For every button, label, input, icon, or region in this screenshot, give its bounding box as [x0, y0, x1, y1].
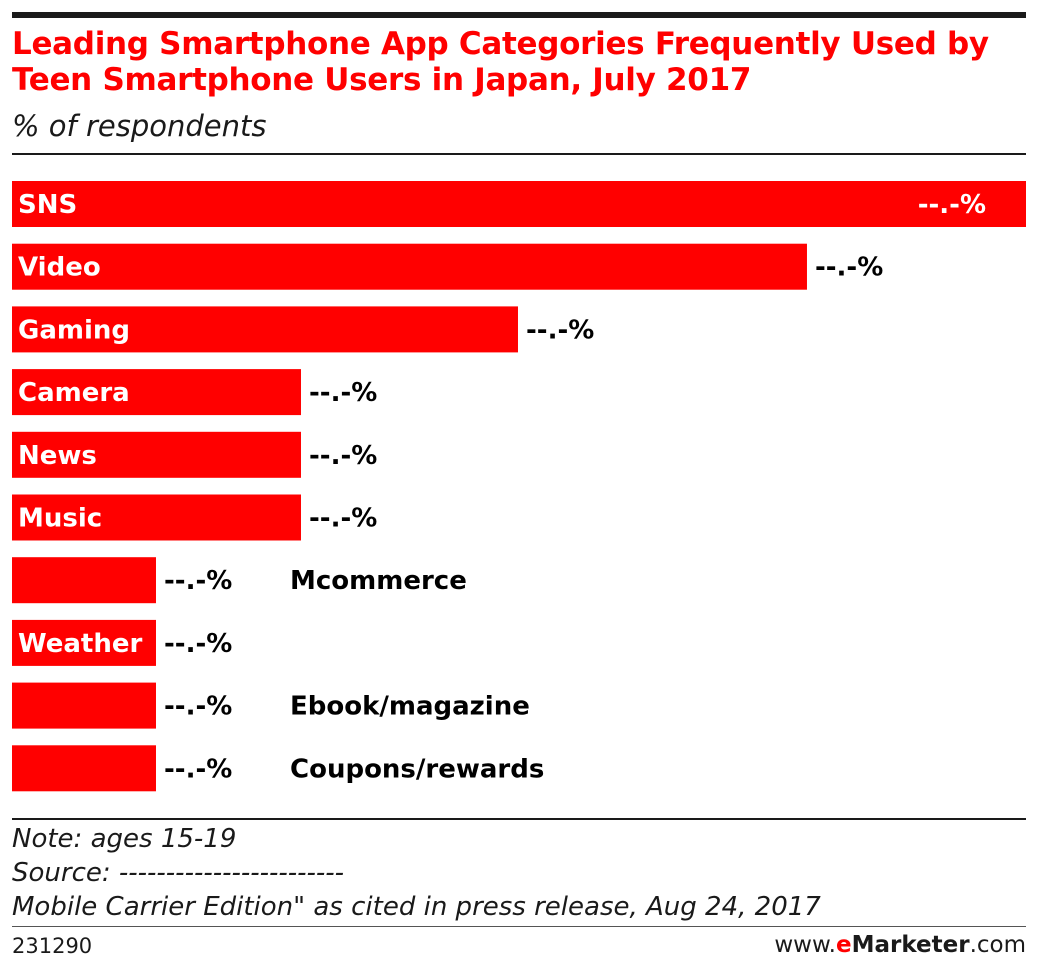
bar-coupons-rewards — [12, 745, 156, 792]
category-label-gaming: Gaming — [18, 315, 130, 345]
category-label-sns: SNS — [18, 190, 77, 220]
footer-notes: Note: ages 15-19 Source: ---------------… — [12, 822, 821, 924]
value-label-weather: --.-% — [164, 629, 232, 659]
value-label-gaming: --.-% — [526, 315, 594, 345]
brand-suffix: .com — [969, 932, 1026, 958]
bar-weather — [12, 619, 156, 666]
header-divider — [12, 153, 1026, 155]
category-label-coupons-rewards: Coupons/rewards — [290, 754, 544, 784]
bar-music — [12, 494, 301, 541]
value-label-video: --.-% — [815, 253, 883, 283]
value-label-news: --.-% — [309, 441, 377, 471]
value-label-camera: --.-% — [309, 378, 377, 408]
category-label-news: News — [18, 441, 97, 471]
emarketer-logo[interactable]: www.eMarketer.com — [774, 932, 1026, 958]
category-label-mcommerce: Mcommerce — [290, 566, 467, 596]
bar-mcommerce — [12, 557, 156, 604]
bar-video — [12, 243, 807, 290]
category-label-ebook-magazine: Ebook/magazine — [290, 692, 530, 722]
bar-news — [12, 431, 301, 478]
value-label-ebook-magazine: --.-% — [164, 692, 232, 722]
value-label-sns: --.-% — [918, 190, 986, 220]
brand-name: Marketer — [851, 932, 970, 958]
bar-sns — [12, 181, 1026, 227]
source-detail: Mobile Carrier Edition" as cited in pres… — [12, 892, 821, 922]
brand-accent: e — [835, 932, 852, 958]
brand-prefix: www. — [774, 932, 836, 958]
top-rule — [12, 12, 1026, 18]
chart-title: Leading Smartphone App Categories Freque… — [12, 26, 989, 98]
source-label: Source: ------------------------ — [12, 858, 345, 888]
chart-subtitle: % of respondents — [12, 109, 267, 143]
value-label-mcommerce: --.-% — [164, 566, 232, 596]
bottom-rule — [12, 926, 1026, 927]
category-label-music: Music — [18, 504, 102, 534]
value-label-coupons-rewards: --.-% — [164, 754, 232, 784]
value-label-music: --.-% — [309, 504, 377, 534]
bar-ebook-magazine — [12, 682, 156, 729]
chart-id: 231290 — [12, 934, 93, 958]
category-label-weather: Weather — [18, 629, 143, 659]
bar-gaming — [12, 306, 518, 353]
category-label-video: Video — [18, 253, 101, 283]
category-label-camera: Camera — [18, 378, 130, 408]
footer-divider — [12, 818, 1026, 820]
bar-camera — [12, 369, 301, 416]
note-text: Note: ages 15-19 — [12, 824, 237, 854]
